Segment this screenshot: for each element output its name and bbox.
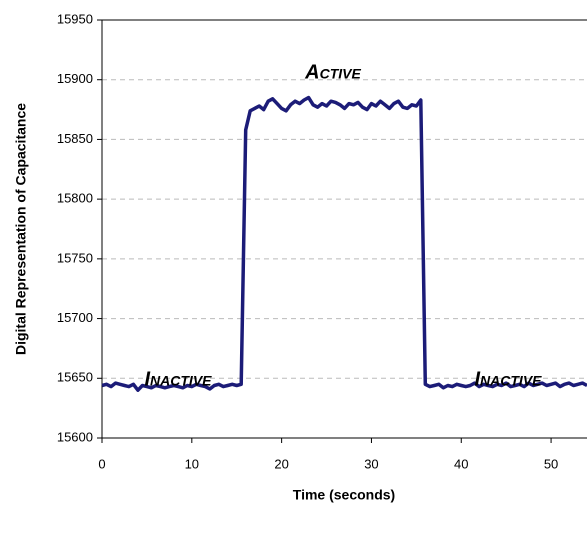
y-tick-label: 15700 xyxy=(57,310,93,325)
y-tick-label: 15750 xyxy=(57,250,93,265)
y-tick-label: 15950 xyxy=(57,11,93,26)
annotation: Inactive xyxy=(474,368,542,390)
x-tick-label: 20 xyxy=(274,456,288,471)
x-tick-label: 10 xyxy=(185,456,199,471)
data-line xyxy=(101,95,587,392)
y-tick-label: 15800 xyxy=(57,191,93,206)
y-axis-label: Digital Representation of Capacitance xyxy=(13,103,29,355)
x-tick-label: 0 xyxy=(98,456,105,471)
x-axis-label: Time (seconds) xyxy=(293,487,395,503)
x-tick-label: 40 xyxy=(454,456,468,471)
annotation: Active xyxy=(304,61,361,83)
y-tick-label: 15850 xyxy=(57,131,93,146)
y-tick-label: 15650 xyxy=(57,370,93,385)
y-tick-label: 15600 xyxy=(57,429,93,444)
x-tick-label: 30 xyxy=(364,456,378,471)
annotation: Inactive xyxy=(144,368,212,390)
x-tick-label: 50 xyxy=(544,456,558,471)
y-tick-label: 15900 xyxy=(57,71,93,86)
